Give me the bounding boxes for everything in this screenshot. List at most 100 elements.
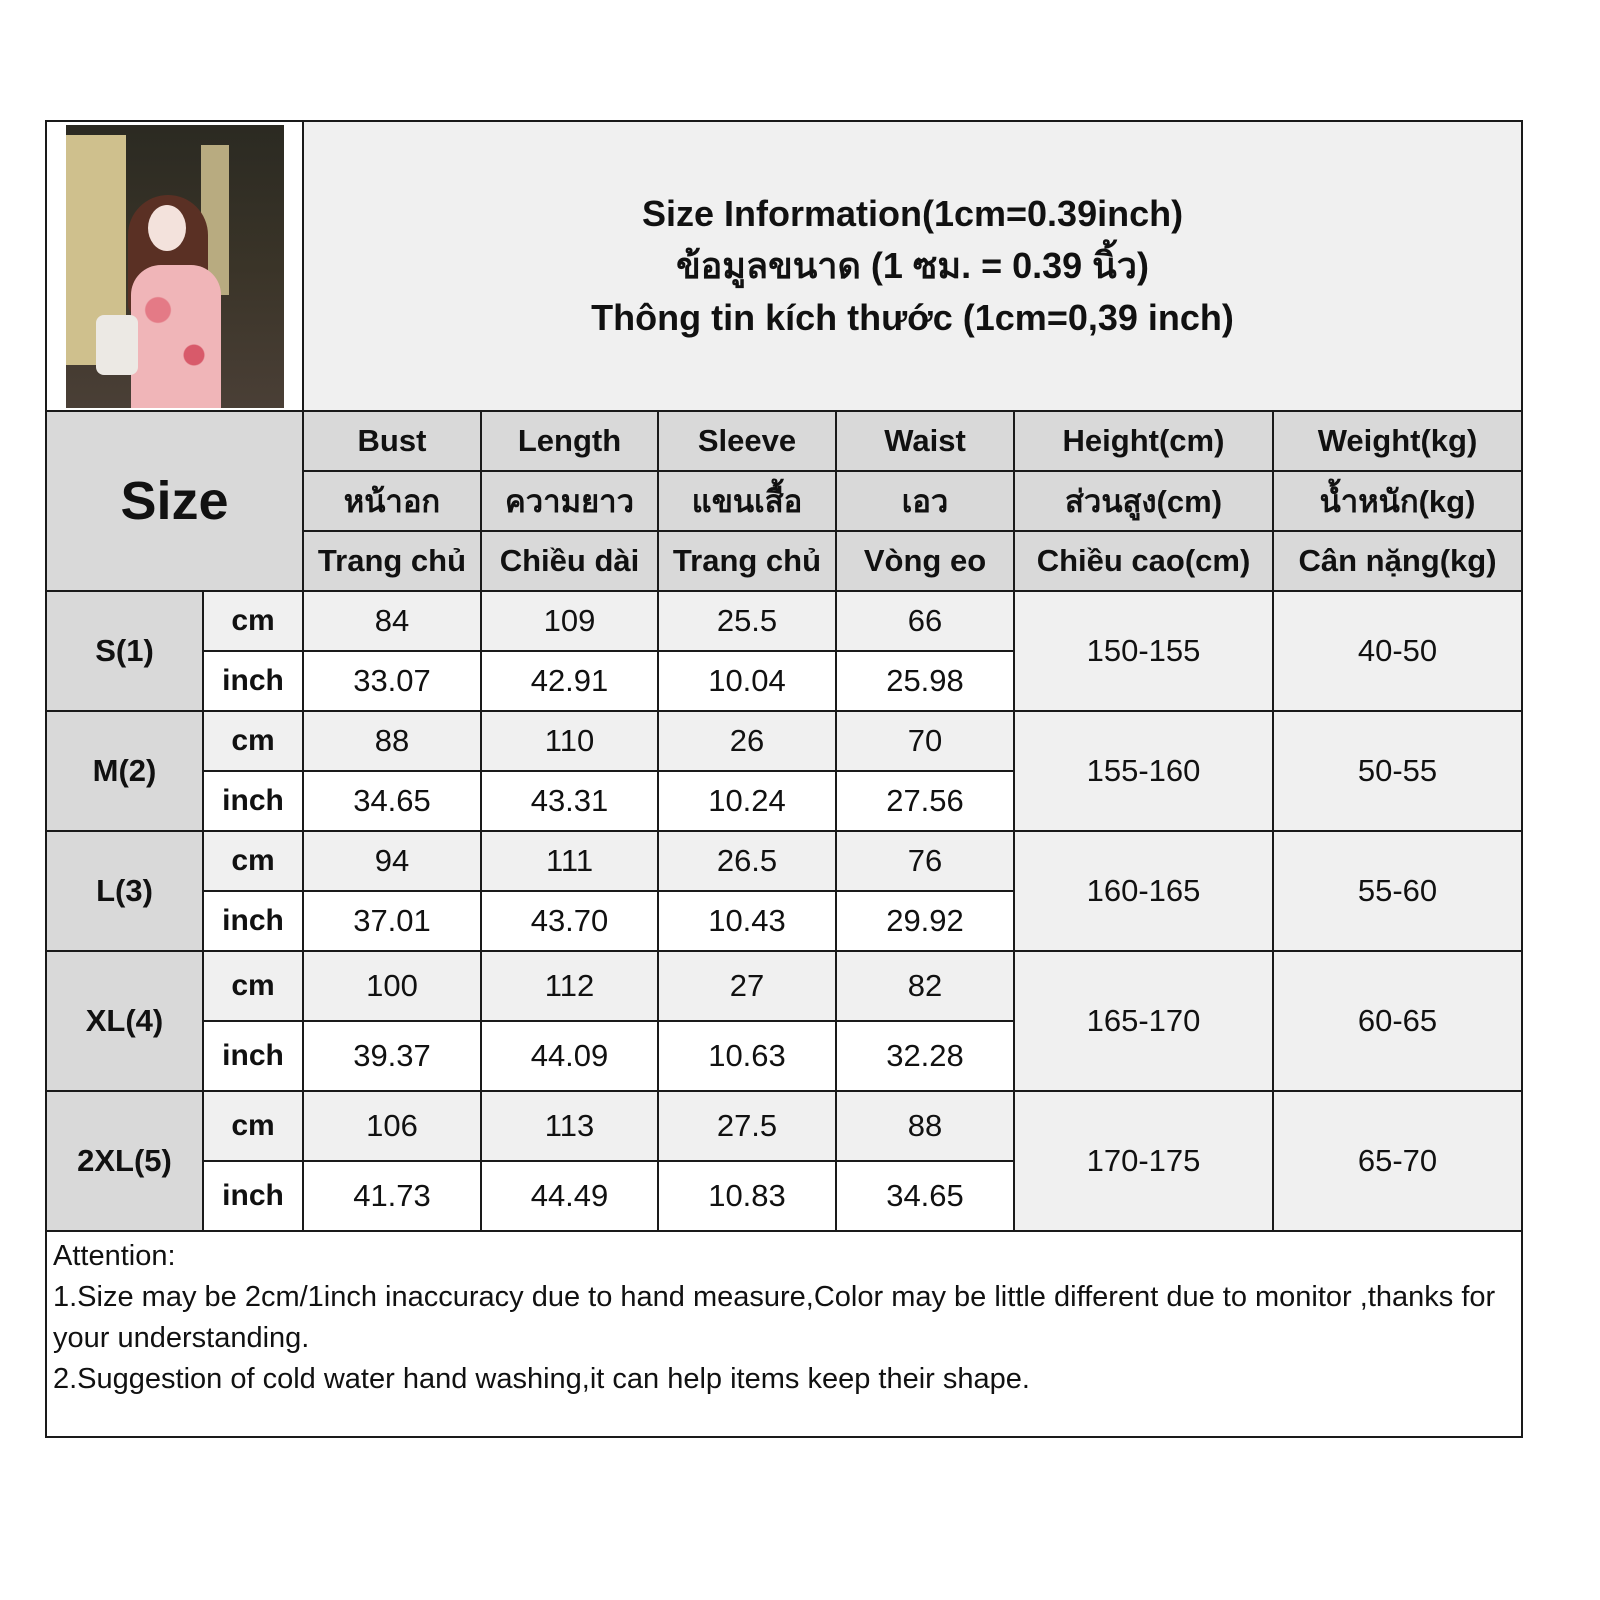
size-label: S(1) xyxy=(45,590,204,712)
cm-value: 27.5 xyxy=(657,1090,837,1162)
inch-value: 41.73 xyxy=(302,1160,482,1232)
table-row-inch: inch 33.07 42.91 10.04 25.98 xyxy=(46,650,1522,712)
cm-value: 82 xyxy=(835,950,1015,1022)
col-header-th: ส่วนสูง(cm) xyxy=(1013,470,1274,532)
attention-heading: Attention: xyxy=(53,1240,176,1272)
col-header-en: Height(cm) xyxy=(1013,410,1274,472)
height-range: 155-160 xyxy=(1013,710,1274,832)
cm-value: 84 xyxy=(302,590,482,652)
product-photo xyxy=(65,124,284,408)
cm-value: 88 xyxy=(835,1090,1015,1162)
col-header-en: Length xyxy=(480,410,659,472)
table-row-inch: inch 39.37 44.09 10.63 32.28 xyxy=(46,1020,1522,1092)
cm-value: 25.5 xyxy=(657,590,837,652)
unit-label-inch: inch xyxy=(202,770,304,832)
inch-value: 44.09 xyxy=(480,1020,659,1092)
unit-label-inch: inch xyxy=(202,890,304,952)
cm-value: 94 xyxy=(302,830,482,892)
inch-value: 39.37 xyxy=(302,1020,482,1092)
cm-value: 26.5 xyxy=(657,830,837,892)
table-row-inch: inch 34.65 43.31 10.24 27.56 xyxy=(46,770,1522,832)
cm-value: 70 xyxy=(835,710,1015,772)
weight-range: 55-60 xyxy=(1271,830,1524,952)
cm-value: 88 xyxy=(302,710,482,772)
unit-label-cm: cm xyxy=(202,830,304,892)
unit-label-inch: inch xyxy=(202,1020,304,1092)
col-header-en: Sleeve xyxy=(657,410,837,472)
size-label: M(2) xyxy=(45,710,204,832)
height-range: 160-165 xyxy=(1013,830,1274,952)
table-row-cm: 2XL(5) cm 106 113 27.5 88 170-175 65-70 xyxy=(45,1090,1524,1232)
col-header-en: Bust xyxy=(302,410,482,472)
col-header-th: ความยาว xyxy=(480,470,659,532)
cm-value: 111 xyxy=(480,830,659,892)
inch-value: 10.63 xyxy=(657,1020,837,1092)
unit-label-cm: cm xyxy=(202,590,304,652)
cm-value: 109 xyxy=(480,590,659,652)
col-header-en: Weight(kg) xyxy=(1271,410,1524,472)
col-header-th: แขนเสื้อ xyxy=(657,470,837,532)
height-range: 150-155 xyxy=(1013,590,1274,712)
unit-label-cm: cm xyxy=(202,950,304,1022)
cm-value: 100 xyxy=(302,950,482,1022)
unit-label-inch: inch xyxy=(202,1160,304,1232)
inch-value: 25.98 xyxy=(835,650,1015,712)
inch-value: 43.31 xyxy=(480,770,659,832)
product-photo-cell xyxy=(45,120,304,412)
size-chart-table: Size Information(1cm=0.39inch) ข้อมูลขนา… xyxy=(44,120,1524,1438)
inch-value: 44.49 xyxy=(480,1160,659,1232)
inch-value: 27.56 xyxy=(835,770,1015,832)
inch-value: 10.43 xyxy=(657,890,837,952)
inch-value: 29.92 xyxy=(835,890,1015,952)
table-row-cm: XL(4) cm 100 112 27 82 165-170 60-65 xyxy=(45,950,1524,1092)
title-vietnamese: Thông tin kích thước (1cm=0,39 inch) xyxy=(591,297,1234,338)
size-header: Size xyxy=(45,410,304,592)
inch-value: 34.65 xyxy=(835,1160,1015,1232)
col-header-vi: Trang chủ xyxy=(657,530,837,592)
unit-label-cm: cm xyxy=(202,1090,304,1162)
inch-value: 43.70 xyxy=(480,890,659,952)
cm-value: 112 xyxy=(480,950,659,1022)
inch-value: 33.07 xyxy=(302,650,482,712)
cm-value: 26 xyxy=(657,710,837,772)
height-range: 165-170 xyxy=(1013,950,1274,1092)
inch-value: 37.01 xyxy=(302,890,482,952)
weight-range: 60-65 xyxy=(1271,950,1524,1092)
table-row-cm: S(1) cm 84 109 25.5 66 150-155 40-50 xyxy=(45,590,1524,712)
col-header-vi: Cân nặng(kg) xyxy=(1271,530,1524,592)
table-row-inch: inch 41.73 44.49 10.83 34.65 xyxy=(46,1160,1522,1232)
weight-range: 50-55 xyxy=(1271,710,1524,832)
inch-value: 32.28 xyxy=(835,1020,1015,1092)
col-header-vi: Vòng eo xyxy=(835,530,1015,592)
inch-value: 10.24 xyxy=(657,770,837,832)
cm-value: 110 xyxy=(480,710,659,772)
unit-label-inch: inch xyxy=(202,650,304,712)
col-header-th: เอว xyxy=(835,470,1015,532)
size-label: XL(4) xyxy=(45,950,204,1092)
col-header-en: Waist xyxy=(835,410,1015,472)
weight-range: 40-50 xyxy=(1271,590,1524,712)
unit-label-cm: cm xyxy=(202,710,304,772)
title-block: Size Information(1cm=0.39inch) ข้อมูลขนา… xyxy=(301,120,1524,412)
inch-value: 10.04 xyxy=(657,650,837,712)
col-header-vi: Chiều dài xyxy=(480,530,659,592)
title-english: Size Information(1cm=0.39inch) xyxy=(641,193,1184,234)
attention-note-2: 2.Suggestion of cold water hand washing,… xyxy=(53,1363,1030,1395)
col-header-th: หน้าอก xyxy=(302,470,482,532)
size-label: L(3) xyxy=(45,830,204,952)
attention-note-1: 1.Size may be 2cm/1inch inaccuracy due t… xyxy=(53,1281,1496,1354)
weight-range: 65-70 xyxy=(1271,1090,1524,1232)
inch-value: 42.91 xyxy=(480,650,659,712)
col-header-vi: Trang chủ xyxy=(302,530,482,592)
inch-value: 34.65 xyxy=(302,770,482,832)
cm-value: 76 xyxy=(835,830,1015,892)
col-header-th: น้ำหนัก(kg) xyxy=(1271,470,1524,532)
table-row-cm: M(2) cm 88 110 26 70 155-160 50-55 xyxy=(45,710,1524,832)
cm-value: 27 xyxy=(657,950,837,1022)
cm-value: 106 xyxy=(302,1090,482,1162)
height-range: 170-175 xyxy=(1013,1090,1274,1232)
attention-notes: Attention: 1.Size may be 2cm/1inch inacc… xyxy=(44,1230,1524,1438)
col-header-vi: Chiều cao(cm) xyxy=(1013,530,1274,592)
title-thai: ข้อมูลขนาด (1 ซม. = 0.39 นิ้ว) xyxy=(676,245,1149,286)
cm-value: 66 xyxy=(835,590,1015,652)
